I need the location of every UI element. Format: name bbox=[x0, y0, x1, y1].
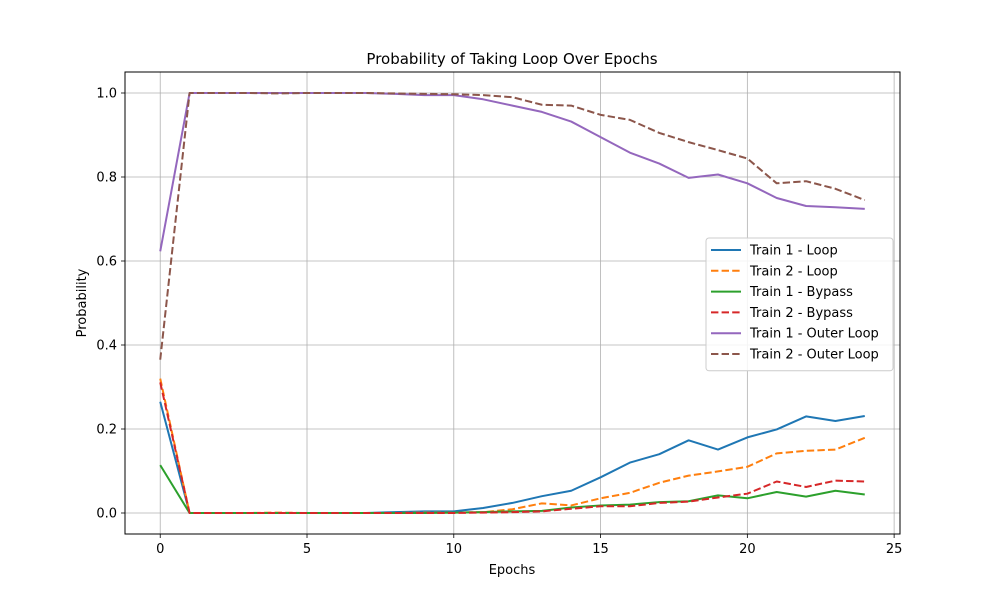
series-line-train-2-outer-loop bbox=[159, 92, 866, 360]
chart-title: Probability of Taking Loop Over Epochs bbox=[366, 50, 657, 68]
legend-label: Train 1 - Bypass bbox=[749, 285, 853, 300]
y-tick-label: 0.8 bbox=[96, 171, 117, 186]
legend-label: Train 1 - Outer Loop bbox=[749, 327, 879, 342]
y-tick-label: 0.2 bbox=[96, 423, 117, 438]
legend-label: Train 2 - Outer Loop bbox=[749, 348, 879, 363]
x-axis-label: Epochs bbox=[489, 563, 536, 578]
x-tick-label: 10 bbox=[446, 542, 463, 557]
y-tick-label: 0.0 bbox=[96, 507, 117, 522]
x-tick-label: 5 bbox=[303, 542, 311, 557]
axis-ticks: 0 5 10 15 20 25 0.0 0.2 0.4 0.6 0.8 1.0 bbox=[96, 87, 902, 558]
plot-area-frame bbox=[124, 71, 901, 535]
y-tick-label: 0.6 bbox=[96, 255, 117, 270]
series-layer bbox=[159, 92, 866, 514]
series-line-train-2-bypass bbox=[159, 382, 865, 514]
legend-label: Train 2 - Bypass bbox=[749, 306, 853, 321]
x-tick-label: 25 bbox=[886, 542, 903, 557]
y-tick-label: 0.4 bbox=[96, 339, 117, 354]
x-tick-label: 0 bbox=[156, 542, 164, 557]
legend-label: Train 2 - Loop bbox=[749, 264, 838, 279]
x-tick-label: 15 bbox=[592, 542, 609, 557]
y-axis-label: Probability bbox=[75, 268, 90, 337]
y-tick-label: 1.0 bbox=[96, 87, 117, 102]
legend: Train 1 - Loop Train 2 - Loop Train 1 - By… bbox=[705, 237, 894, 372]
x-tick-label: 20 bbox=[739, 542, 756, 557]
legend-box bbox=[705, 237, 894, 372]
legend-label: Train 1 - Loop bbox=[749, 244, 838, 259]
